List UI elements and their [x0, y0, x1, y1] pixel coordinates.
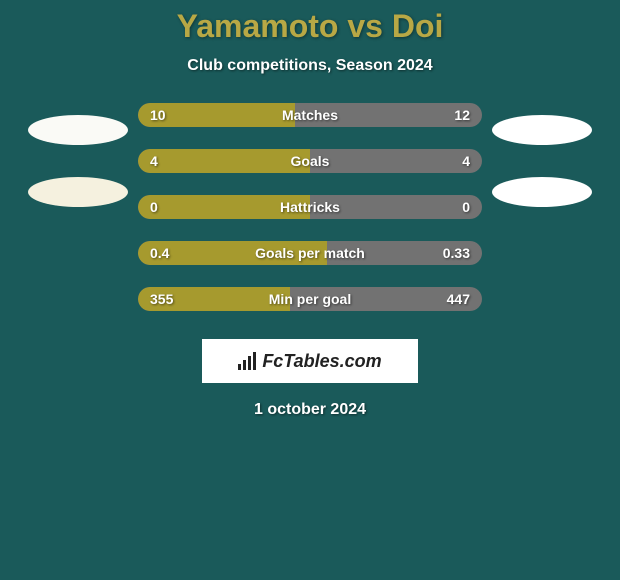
stat-bar-goals-per-match: 0.4 Goals per match 0.33 [138, 241, 482, 265]
stat-value-right: 0.33 [443, 245, 470, 261]
stat-value-left: 10 [150, 107, 166, 123]
stat-value-left: 0 [150, 199, 158, 215]
stat-bar-goals: 4 Goals 4 [138, 149, 482, 173]
stat-label: Goals [291, 153, 330, 169]
stat-value-right: 12 [454, 107, 470, 123]
stat-value-left: 355 [150, 291, 173, 307]
comparison-area: 10 Matches 12 4 Goals 4 0 Hattricks 0 0.… [0, 103, 620, 311]
stat-label: Matches [282, 107, 338, 123]
player-right-icon-1 [492, 115, 592, 145]
page-title: Yamamoto vs Doi [0, 8, 620, 45]
stat-value-right: 447 [447, 291, 470, 307]
stat-value-right: 4 [462, 153, 470, 169]
stat-bar-min-per-goal: 355 Min per goal 447 [138, 287, 482, 311]
player-right-icons [492, 103, 592, 207]
logo-box: FcTables.com [202, 339, 418, 383]
logo-text: FcTables.com [262, 351, 381, 372]
stat-label: Min per goal [269, 291, 351, 307]
subtitle: Club competitions, Season 2024 [0, 57, 620, 75]
player-left-icon-2 [28, 177, 128, 207]
stat-value-left: 4 [150, 153, 158, 169]
player-left-icon-1 [28, 115, 128, 145]
stat-fill [138, 149, 310, 173]
stats-section: 10 Matches 12 4 Goals 4 0 Hattricks 0 0.… [138, 103, 482, 311]
stat-value-right: 0 [462, 199, 470, 215]
stat-label: Hattricks [280, 199, 340, 215]
stat-value-left: 0.4 [150, 245, 169, 261]
stat-label: Goals per match [255, 245, 365, 261]
stat-bar-hattricks: 0 Hattricks 0 [138, 195, 482, 219]
stat-bar-matches: 10 Matches 12 [138, 103, 482, 127]
comparison-infographic: Yamamoto vs Doi Club competitions, Seaso… [0, 0, 620, 419]
chart-icon [238, 352, 256, 370]
player-left-icons [28, 103, 128, 207]
player-right-icon-2 [492, 177, 592, 207]
date-text: 1 october 2024 [0, 401, 620, 419]
